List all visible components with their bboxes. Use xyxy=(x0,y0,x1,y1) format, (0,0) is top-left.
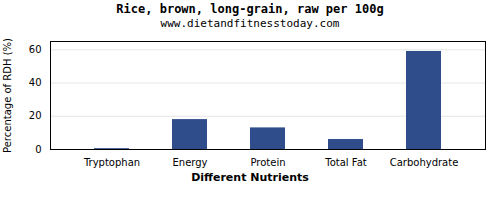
svg-text:40: 40 xyxy=(29,77,42,88)
svg-text:Total Fat: Total Fat xyxy=(324,157,366,168)
html-text:Different Nutrients: Different Nutrients xyxy=(191,171,309,184)
svg-text:Energy: Energy xyxy=(172,157,207,168)
svg-text:Carbohydrate: Carbohydrate xyxy=(390,157,459,168)
html-text:Rice, brown, long-grain, raw p: Rice, brown, long-grain, raw per 100g xyxy=(116,2,384,16)
svg-text:Tryptophan: Tryptophan xyxy=(83,157,140,168)
svg-text:0: 0 xyxy=(35,144,41,155)
svg-text:Percentage of RDH (%): Percentage of RDH (%) xyxy=(2,38,13,153)
svg-text:20: 20 xyxy=(29,110,42,121)
html-text:www.dietandfitnesstoday.com: www.dietandfitnesstoday.com xyxy=(160,17,340,30)
svg-text:Protein: Protein xyxy=(250,157,285,168)
svg-text:60: 60 xyxy=(29,44,42,55)
